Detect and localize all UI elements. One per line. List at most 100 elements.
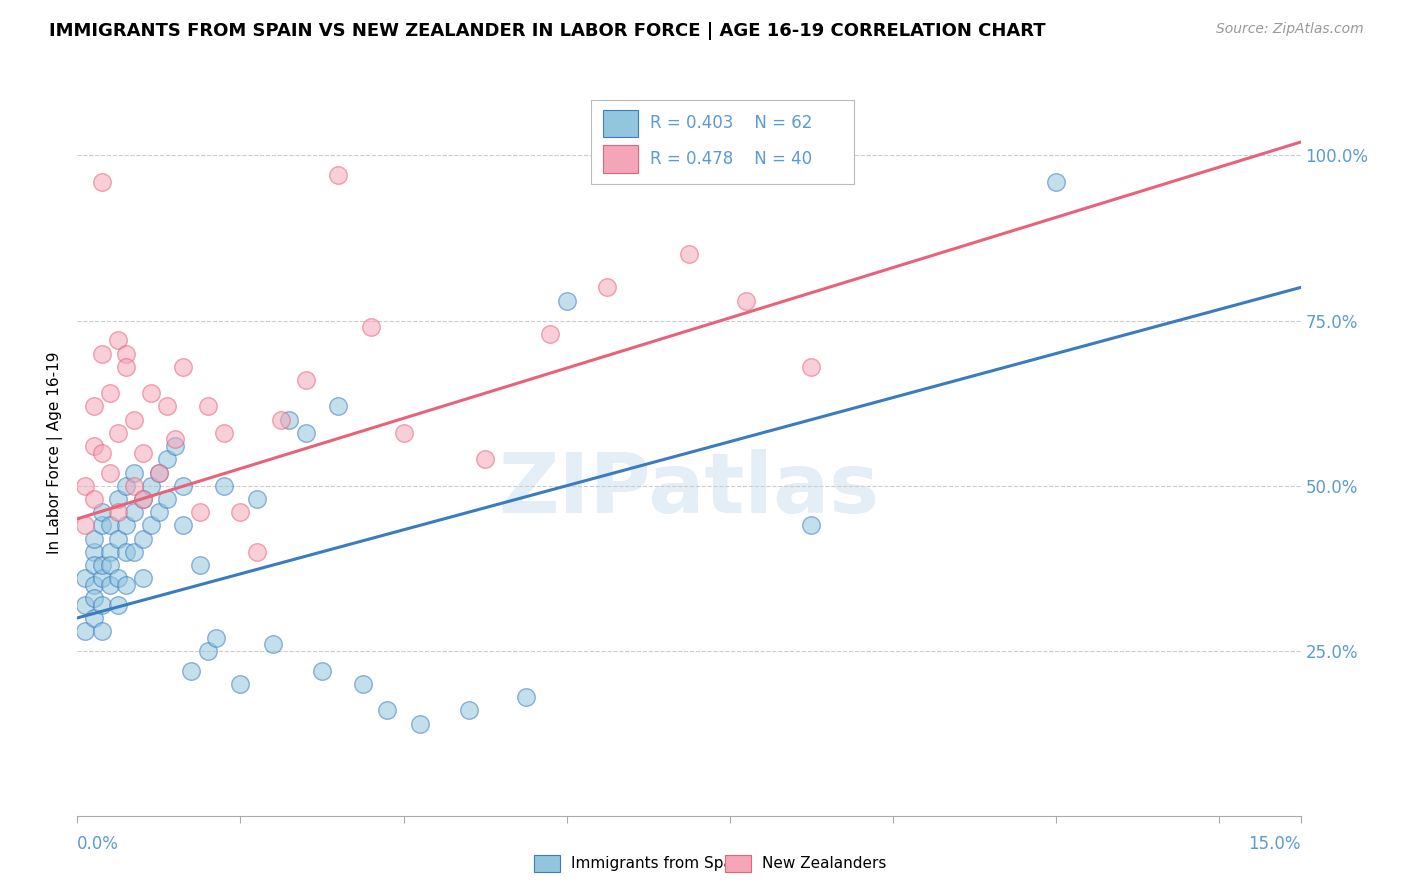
Point (172, 518, 194, 533)
Point (131, 532, 153, 546)
Point (229, 677, 252, 691)
Point (98, 578, 121, 592)
Point (148, 466, 170, 480)
FancyBboxPatch shape (603, 145, 637, 173)
Y-axis label: In Labor Force | Age 16-19: In Labor Force | Age 16-19 (48, 351, 63, 554)
Point (188, 505, 211, 519)
Point (392, 425, 415, 440)
Point (156, 400, 179, 414)
Point (124, 479, 146, 493)
Point (197, 400, 219, 414)
Point (188, 558, 211, 572)
Point (83, 545, 105, 559)
Point (98, 386, 121, 401)
Point (360, 320, 382, 334)
Point (90, 598, 112, 612)
Point (90, 175, 112, 189)
Point (83, 611, 105, 625)
Point (294, 373, 316, 387)
Point (165, 433, 187, 447)
Point (83, 578, 105, 592)
Point (90, 518, 112, 533)
Point (115, 545, 138, 559)
Point (90, 558, 112, 572)
Point (139, 518, 162, 533)
Text: New Zealanders: New Zealanders (762, 856, 886, 871)
Point (180, 664, 202, 678)
Point (83, 558, 105, 572)
Point (328, 400, 350, 414)
Point (156, 452, 179, 467)
Point (124, 412, 146, 426)
Point (246, 545, 269, 559)
Point (311, 664, 333, 678)
Point (83, 491, 105, 506)
Point (107, 532, 129, 546)
Point (262, 637, 284, 651)
Point (83, 439, 105, 453)
Point (409, 716, 432, 731)
Point (172, 359, 194, 374)
Point (115, 359, 138, 374)
Text: 0.0%: 0.0% (77, 835, 120, 853)
Point (115, 479, 138, 493)
Point (131, 491, 153, 506)
Point (83, 532, 105, 546)
Point (270, 412, 292, 426)
Point (115, 346, 138, 360)
Point (115, 578, 138, 592)
Point (124, 505, 146, 519)
Point (107, 334, 129, 348)
Point (156, 491, 179, 506)
Point (124, 466, 146, 480)
Point (131, 571, 153, 585)
Point (678, 247, 700, 261)
Point (98, 558, 121, 572)
FancyBboxPatch shape (603, 110, 637, 137)
Point (197, 644, 219, 658)
Point (246, 491, 269, 506)
Point (278, 412, 301, 426)
Point (98, 545, 121, 559)
Text: R = 0.478    N = 40: R = 0.478 N = 40 (650, 150, 811, 168)
FancyBboxPatch shape (591, 100, 853, 184)
Point (172, 479, 194, 493)
Point (115, 518, 138, 533)
Point (124, 545, 146, 559)
Point (294, 425, 316, 440)
Point (90, 505, 112, 519)
Point (90, 571, 112, 585)
Point (229, 505, 252, 519)
Point (75, 598, 97, 612)
Point (107, 598, 129, 612)
Point (107, 425, 129, 440)
Point (205, 631, 228, 645)
Point (75, 479, 97, 493)
Point (328, 168, 350, 182)
Point (148, 466, 170, 480)
Point (800, 359, 823, 374)
Point (90, 346, 112, 360)
Point (98, 466, 121, 480)
Text: R = 0.403    N = 62: R = 0.403 N = 62 (650, 114, 813, 132)
Point (98, 518, 121, 533)
Point (83, 400, 105, 414)
Point (212, 479, 235, 493)
Point (131, 445, 153, 460)
Point (457, 703, 479, 717)
Point (596, 280, 619, 294)
Text: Source: ZipAtlas.com: Source: ZipAtlas.com (1216, 22, 1364, 37)
Point (735, 293, 758, 308)
Point (800, 518, 823, 533)
Text: 15.0%: 15.0% (1249, 835, 1301, 853)
Point (148, 505, 170, 519)
Point (90, 624, 112, 639)
Point (555, 293, 578, 308)
Point (515, 690, 537, 705)
Point (352, 677, 374, 691)
Point (90, 445, 112, 460)
Point (107, 505, 129, 519)
Point (139, 386, 162, 401)
Text: Immigrants from Spain: Immigrants from Spain (571, 856, 747, 871)
Text: IMMIGRANTS FROM SPAIN VS NEW ZEALANDER IN LABOR FORCE | AGE 16-19 CORRELATION CH: IMMIGRANTS FROM SPAIN VS NEW ZEALANDER I… (49, 22, 1046, 40)
